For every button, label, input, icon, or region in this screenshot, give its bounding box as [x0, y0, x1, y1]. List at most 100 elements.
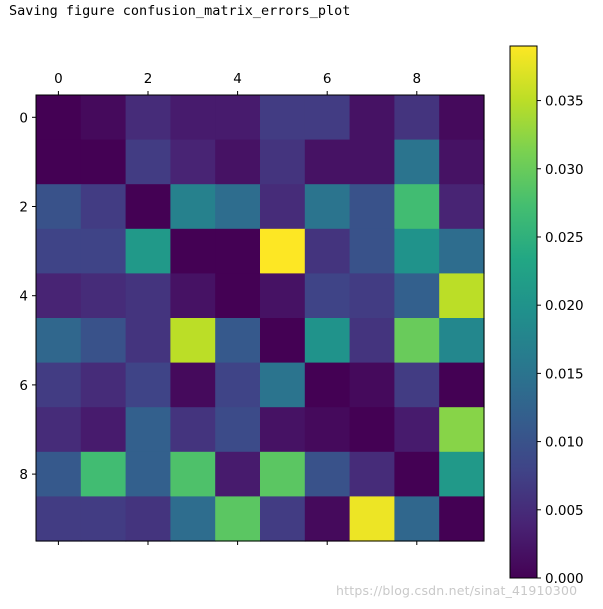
colorbar-tick-label-7: 0.035: [545, 94, 584, 110]
cell-r4-c5: [260, 273, 306, 319]
cell-r1-c8: [394, 139, 440, 185]
cell-r7-c3: [170, 407, 216, 453]
cell-r7-c0: [36, 407, 82, 453]
cell-r0-c5: [260, 95, 306, 141]
cell-r9-c1: [80, 496, 127, 542]
cell-r7-c9: [439, 407, 485, 453]
cell-r8-c7: [349, 451, 395, 497]
y-tick-label-6: 6: [19, 378, 28, 394]
cell-r7-c7: [349, 407, 395, 453]
cell-r6-c3: [170, 362, 216, 408]
cell-r6-c9: [439, 362, 485, 408]
cell-r7-c5: [260, 407, 306, 453]
x-axis-ticks: 0 2 4 6 8: [54, 71, 421, 545]
cell-r5-c5: [260, 318, 306, 364]
cell-r0-c2: [125, 95, 171, 141]
cell-r5-c7: [349, 318, 395, 364]
cell-r2-c1: [80, 184, 127, 230]
cell-r8-c5: [260, 451, 306, 497]
cell-r6-c7: [349, 362, 395, 408]
cell-r3-c1: [80, 228, 127, 274]
y-axis-ticks: 0 2 4 6 8: [19, 110, 36, 483]
x-tick-label-0: 0: [54, 71, 63, 87]
cell-r8-c8: [394, 451, 440, 497]
cell-r7-c1: [80, 407, 127, 453]
cell-r1-c3: [170, 139, 216, 185]
x-tick-label-4: 4: [233, 71, 242, 87]
cell-r2-c5: [260, 184, 306, 230]
cell-r3-c0: [36, 228, 82, 274]
plot-frame: [35, 94, 485, 542]
cell-r0-c6: [304, 95, 351, 141]
cell-r2-c4: [215, 184, 261, 230]
cell-r6-c8: [394, 362, 440, 408]
cell-r4-c7: [349, 273, 395, 319]
cell-r2-c3: [170, 184, 216, 230]
y-tick-label-2: 2: [19, 200, 28, 216]
cell-r6-c6: [304, 362, 351, 408]
cell-r5-c2: [125, 318, 171, 364]
y-tick-label-4: 4: [19, 289, 28, 305]
cell-r3-c5: [260, 228, 306, 274]
cell-r1-c4: [215, 139, 261, 185]
colorbar-tick-label-3: 0.015: [545, 366, 584, 382]
cell-r9-c5: [260, 496, 306, 542]
x-tick-label-8: 8: [413, 71, 422, 87]
colorbar-tick-label-6: 0.030: [545, 162, 584, 178]
cell-r1-c0: [36, 139, 82, 185]
cell-r7-c4: [215, 407, 261, 453]
y-tick-label-0: 0: [19, 110, 28, 126]
cell-r9-c6: [304, 496, 351, 542]
cell-r1-c5: [260, 139, 306, 185]
cell-r0-c8: [394, 95, 440, 141]
cell-r8-c4: [215, 451, 261, 497]
cell-r4-c0: [36, 273, 82, 319]
cell-r5-c6: [304, 318, 351, 364]
cell-r4-c6: [304, 273, 351, 319]
cell-r9-c3: [170, 496, 216, 542]
cell-r9-c0: [36, 496, 82, 542]
cell-r5-c4: [215, 318, 261, 364]
cell-r3-c8: [394, 228, 440, 274]
colorbar: [509, 45, 538, 579]
cell-r6-c2: [125, 362, 171, 408]
cell-r0-c9: [439, 95, 485, 141]
heatmap-cells: [36, 95, 485, 542]
colorbar-tick-label-5: 0.025: [545, 230, 584, 246]
cell-r8-c3: [170, 451, 216, 497]
cell-r3-c6: [304, 228, 351, 274]
cell-r3-c2: [125, 228, 171, 274]
cell-r0-c0: [36, 95, 82, 141]
cell-r5-c1: [80, 318, 127, 364]
cell-r4-c2: [125, 273, 171, 319]
cell-r9-c4: [215, 496, 261, 542]
colorbar-tick-label-1: 0.005: [545, 503, 584, 519]
cell-r8-c9: [439, 451, 485, 497]
cell-r6-c0: [36, 362, 82, 408]
cell-r3-c7: [349, 228, 395, 274]
cell-r9-c7: [349, 496, 395, 542]
cell-r0-c4: [215, 95, 261, 141]
cell-r2-c6: [304, 184, 351, 230]
cell-r2-c7: [349, 184, 395, 230]
colorbar-tick-label-0: 0.000: [545, 571, 584, 587]
cell-r3-c9: [439, 228, 485, 274]
cell-r1-c7: [349, 139, 395, 185]
cell-r8-c0: [36, 451, 82, 497]
cell-r7-c6: [304, 407, 351, 453]
cell-r4-c8: [394, 273, 440, 319]
cell-r8-c1: [80, 451, 127, 497]
cell-r9-c2: [125, 496, 171, 542]
cell-r0-c3: [170, 95, 216, 141]
cell-r1-c9: [439, 139, 485, 185]
cell-r2-c9: [439, 184, 485, 230]
cell-r8-c6: [304, 451, 351, 497]
x-tick-label-2: 2: [144, 71, 153, 87]
cell-r6-c1: [80, 362, 127, 408]
cell-r2-c2: [125, 184, 171, 230]
cell-r7-c2: [125, 407, 171, 453]
cell-r5-c9: [439, 318, 485, 364]
cell-r9-c8: [394, 496, 440, 542]
cell-r2-c0: [36, 184, 82, 230]
